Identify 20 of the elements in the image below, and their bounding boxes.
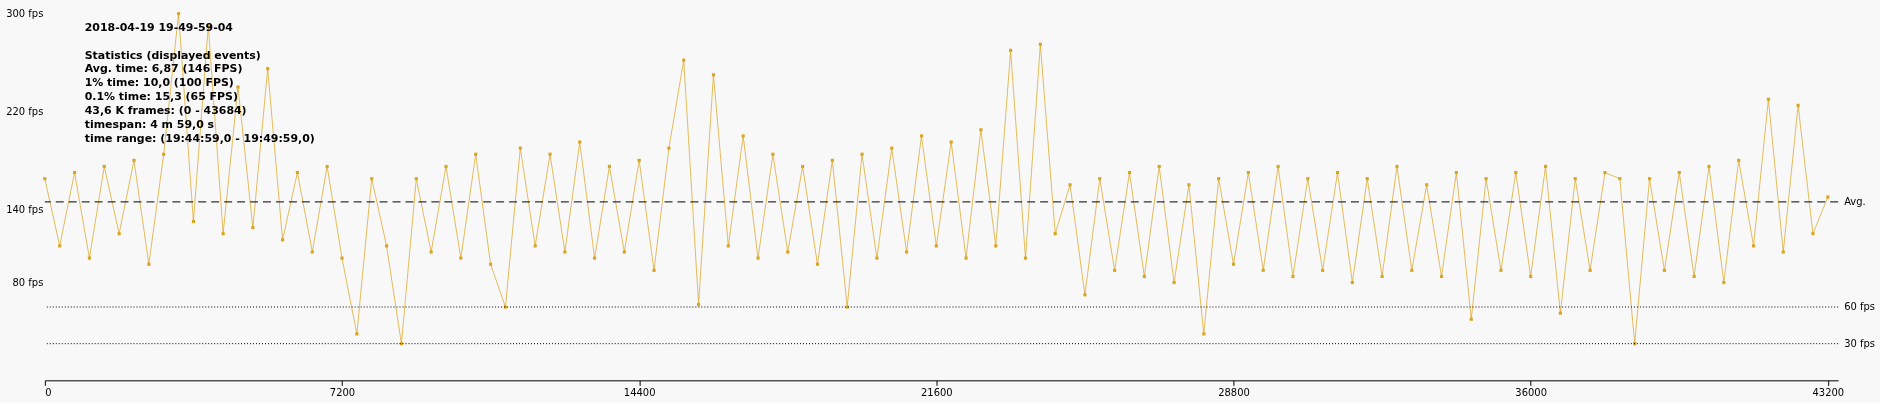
annotation: Statistics (displayed events) — [84, 48, 261, 62]
annotation: 1% time: 10,0 (100 FPS) — [84, 76, 234, 90]
ref-line-label: 30 fps — [1844, 337, 1875, 349]
y-tick-label: 300 fps — [6, 8, 44, 20]
annotation: timespan: 4 m 59,0 s — [84, 118, 215, 132]
annotation: 0.1% time: 15,3 (65 FPS) — [84, 90, 238, 104]
y-tick-label: 80 fps — [12, 277, 44, 289]
x-tick-label: 43200 — [1812, 386, 1845, 398]
ref-line-label: Avg. — [1844, 195, 1866, 207]
ref-line-label: 60 fps — [1844, 301, 1875, 312]
x-tick-label: 21600 — [921, 386, 953, 398]
y-tick-label: 220 fps — [6, 105, 44, 117]
annotation: 43,6 K frames: (0 - 43684) — [84, 104, 247, 118]
x-tick-label: 36000 — [1515, 386, 1547, 398]
x-tick-label: 14400 — [623, 386, 656, 398]
y-tick-label: 140 fps — [6, 203, 44, 215]
x-tick-label: 28800 — [1218, 386, 1250, 398]
x-tick-label: 7200 — [329, 386, 356, 398]
annotation: Avg. time: 6,87 (146 FPS) — [84, 62, 243, 76]
x-tick-label: 0 — [45, 386, 52, 398]
